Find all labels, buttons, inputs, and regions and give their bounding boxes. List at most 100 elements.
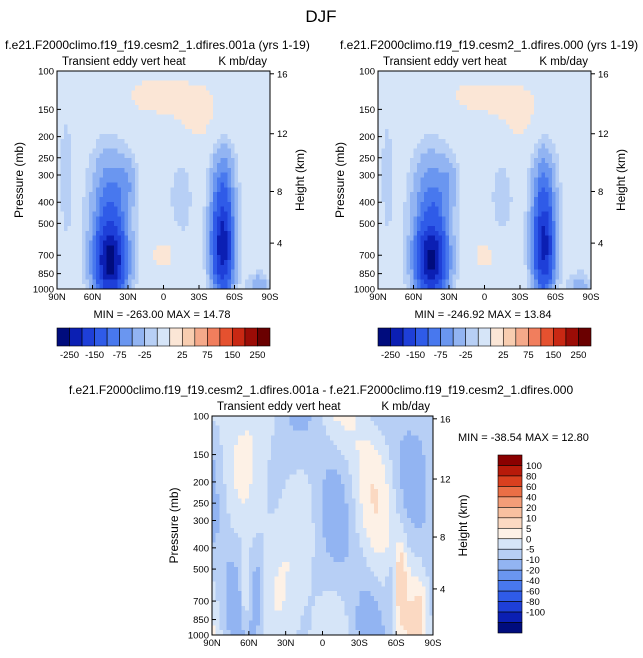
heatmap-cell [103,138,108,145]
heatmap-cell [484,80,489,86]
heatmap-cell [544,114,549,120]
heatmap-cell [431,129,436,135]
heatmap-cell [220,192,225,198]
heatmap-cell [124,104,129,111]
heatmap-cell [438,158,443,164]
heatmap-cell [502,226,507,232]
heatmap-cell [170,177,175,183]
heatmap-cell [92,138,97,145]
heatmap-cell [434,148,439,154]
heatmap-cell [456,153,461,159]
heatmap-cell [74,245,79,251]
heatmap-cell [259,158,264,164]
heatmap-cell [262,85,267,91]
heatmap-cell [463,129,468,135]
heatmap-cell [131,221,136,227]
heatmap-cell [131,158,136,164]
heatmap-cell [417,104,421,111]
heatmap-cell [81,129,86,135]
heatmap-cell [57,104,61,111]
heatmap-cell [573,182,578,188]
heatmap-cell [551,114,556,120]
heatmap-cell [120,259,125,266]
heatmap-cell [103,177,108,183]
heatmap-cell [138,138,143,145]
heatmap-cell [159,259,164,266]
heatmap-cell [548,129,553,135]
heatmap-cell [385,90,390,96]
heatmap-cell [131,95,136,101]
heatmap-cell [227,240,232,246]
heatmap-cell [152,250,157,256]
heatmap-cell [505,196,510,203]
heatmap-cell [537,104,542,111]
heatmap-cell [213,148,218,154]
heatmap-cell [406,235,411,241]
heatmap-cell [555,138,560,145]
colorbar-label: 150 [224,350,240,361]
heatmap-cell [544,211,549,217]
heatmap-cell [527,235,532,241]
heatmap-cell [392,163,397,169]
heatmap-cell [181,182,186,188]
heatmap-cell [392,196,397,203]
heatmap-cell [583,206,588,212]
heatmap-cell [573,177,578,183]
heatmap-cell [466,226,471,232]
heatmap-cell [167,201,171,208]
heatmap-cell [477,80,482,86]
heatmap-cell [131,226,136,232]
heatmap-cell [434,216,439,222]
heatmap-cell [473,221,478,227]
heatmap-cell [248,226,253,232]
heatmap-cell [106,196,111,203]
heatmap-cell [555,95,560,101]
heatmap-cell [177,259,182,266]
heatmap-cell [495,124,500,130]
heatmap-cell [142,250,147,256]
heatmap-cell [541,172,546,178]
heatmap-cell [392,95,397,101]
heatmap-cell [230,211,235,217]
heatmap-cell [488,158,492,164]
heatmap-cell [124,95,129,101]
heatmap-cell [96,206,100,212]
heatmap-cell [527,177,532,183]
heatmap-cell [555,182,560,188]
heatmap-cell [516,196,521,203]
heatmap-cell [142,129,147,135]
heatmap-cell [238,274,242,280]
heatmap-cell [120,80,125,86]
heatmap-cell [252,114,257,120]
heatmap-cell [463,187,468,193]
heatmap-cell [241,100,246,106]
heatmap-cell [463,133,468,140]
heatmap-cell [167,90,171,96]
heatmap-cell [388,158,393,164]
heatmap-cell [392,172,397,178]
heatmap-cell [431,221,436,227]
heatmap-cell [191,211,196,217]
heatmap-cell [559,245,563,251]
heatmap-cell [445,226,450,232]
heatmap-cell [406,133,411,140]
heatmap-cell [477,226,482,232]
heatmap-cell [512,124,517,130]
heatmap-cell [241,269,246,275]
heatmap-cell [209,104,214,111]
heatmap-cell [223,119,228,125]
heatmap-cell [145,196,150,203]
heatmap-cell [255,196,260,203]
heatmap-cell [417,158,421,164]
heatmap-cell [57,255,61,261]
heatmap-cell [548,196,553,203]
heatmap-cell [227,85,232,91]
heatmap-cell [252,235,257,241]
heatmap-cell [131,129,136,135]
heatmap-cell [498,235,503,241]
heatmap-cell [470,90,475,96]
heatmap-cell [576,104,581,111]
heatmap-cell [576,177,581,183]
heatmap-cell [152,221,157,227]
heatmap-cell [259,211,264,217]
